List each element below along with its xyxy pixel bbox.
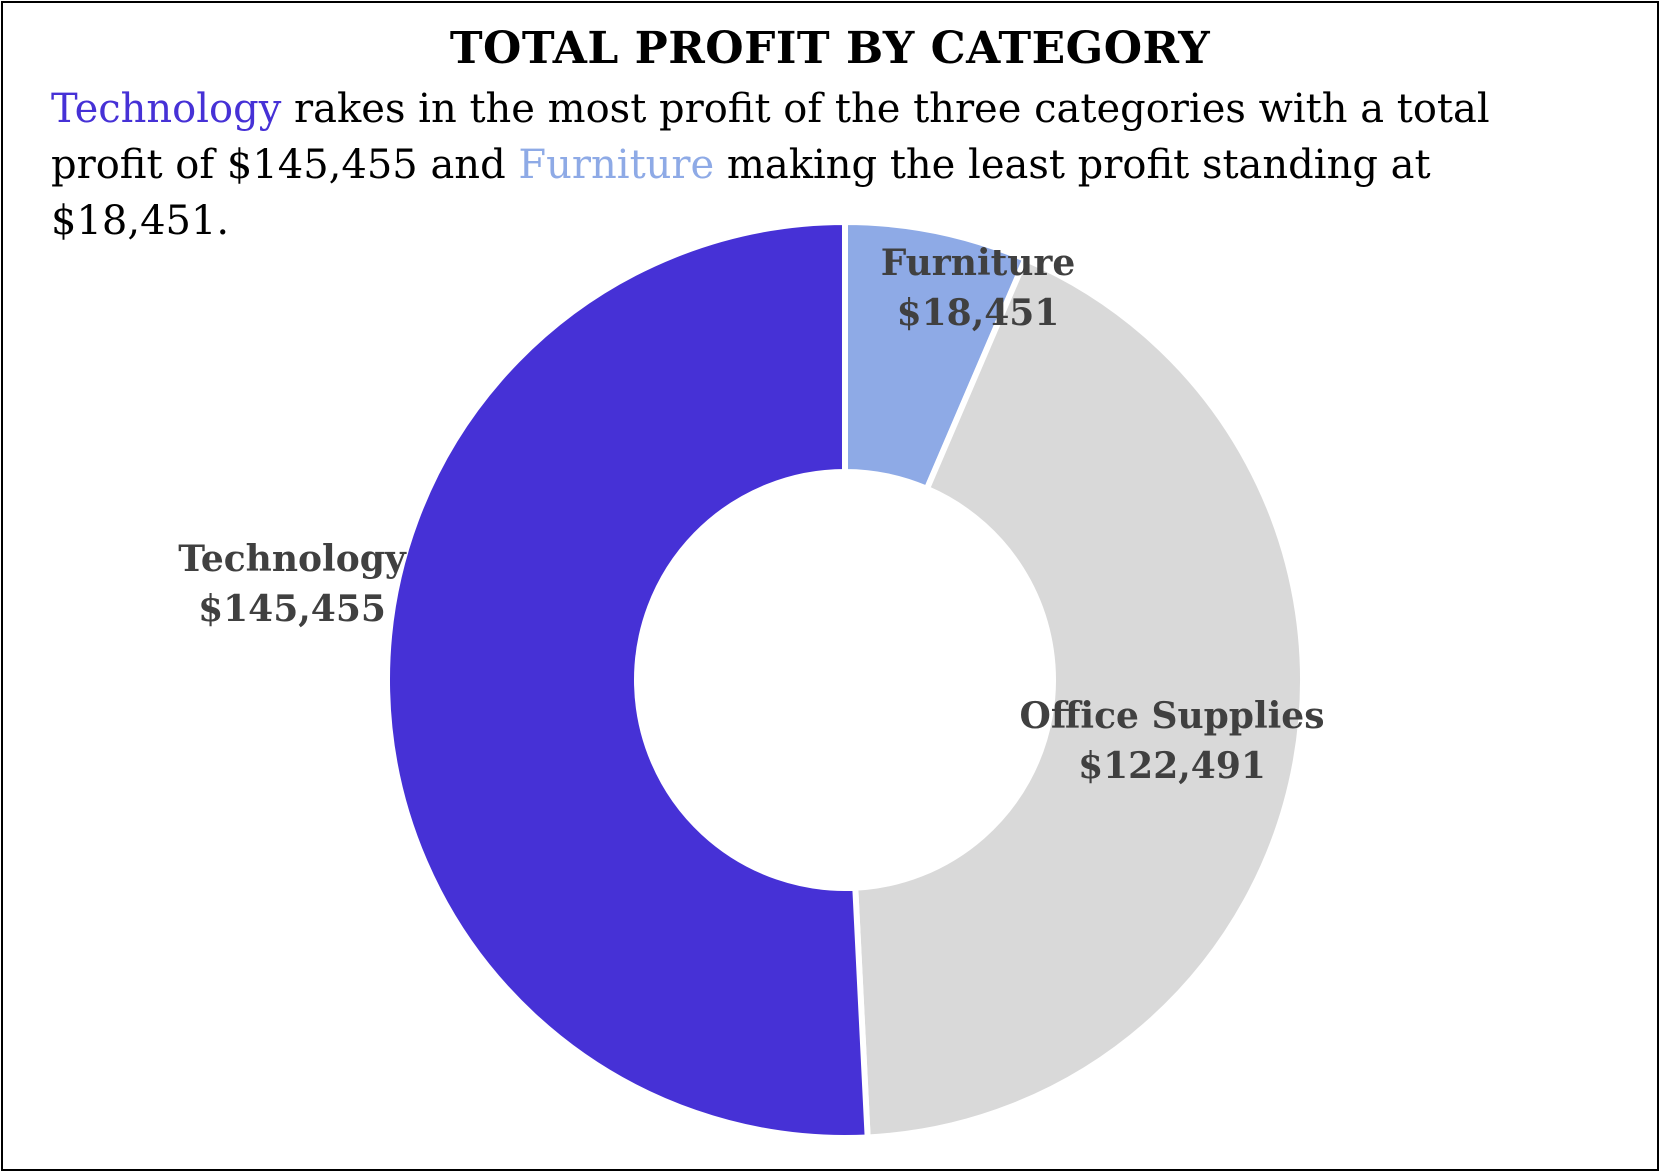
label-office-supplies-name: Office Supplies — [1020, 695, 1325, 737]
label-furniture-name: Furniture — [881, 242, 1076, 284]
subtitle-text-2: making the least profit standing at $18,… — [51, 142, 1431, 244]
slice-technology — [384, 219, 871, 1141]
label-technology-name: Technology — [178, 538, 407, 580]
donut-labels: Furniture $18,451 Office Supplies $122,4… — [178, 242, 1324, 787]
subtitle-technology: Technology — [51, 86, 282, 132]
chart-subtitle: Technology rakes in the most profit of t… — [51, 81, 1611, 249]
label-office-supplies-value: $122,491 — [1078, 745, 1266, 787]
label-technology-value: $145,455 — [198, 588, 386, 630]
donut-slices — [384, 219, 1306, 1141]
subtitle-text-1: rakes in the most profit of the three ca… — [51, 86, 1490, 188]
subtitle-furniture: Furniture — [518, 142, 715, 188]
chart-title: TOTAL PROFIT BY CATEGORY — [449, 23, 1211, 74]
label-furniture-value: $18,451 — [897, 292, 1060, 334]
slice-office-supplies — [852, 256, 1306, 1141]
